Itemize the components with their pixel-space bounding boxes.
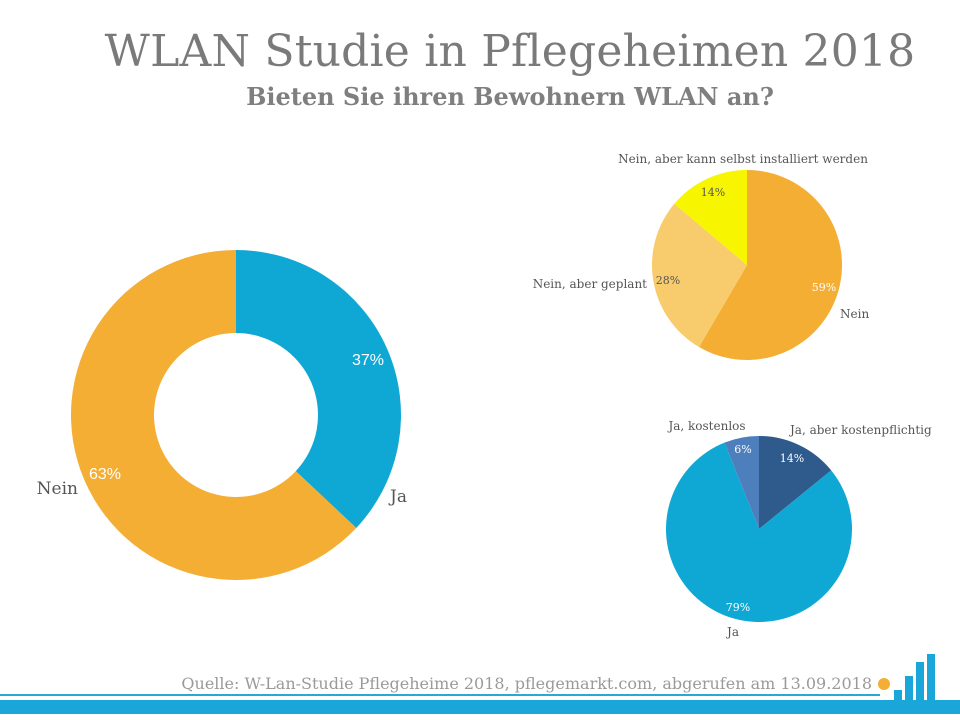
data-label-ja: 79% — [726, 601, 750, 614]
data-label-ja-aber-kostenpflichtig: 14% — [780, 452, 804, 465]
data-label-nein-aber-kann-selbst-installiert-werden: 14% — [701, 186, 725, 199]
pie-slice-ja — [236, 250, 401, 528]
category-label-nein-aber-kann-selbst-installiert-werden: Nein, aber kann selbst installiert werde… — [618, 152, 868, 166]
data-label-nein: 59% — [812, 281, 836, 294]
page-subtitle: Bieten Sie ihren Bewohnern WLAN an? — [246, 82, 774, 111]
category-label-nein-aber-geplant: Nein, aber geplant — [533, 277, 647, 291]
category-label-nein: Nein — [37, 479, 78, 499]
main-chart: 37% Ja 63% Nein — [37, 250, 407, 580]
nein-breakdown-chart: 59% Nein 28% Nein, aber geplant 14% Nein, abe… — [533, 152, 869, 361]
pie-slice-ja-aber-kostenpflichtig — [759, 436, 832, 529]
brand-logo-icon — [878, 654, 935, 714]
category-label-ja: Ja — [725, 625, 739, 639]
ja-breakdown-chart: 14% Ja, aber kostenpflichtig 79% Ja 6% Ja, ko… — [666, 419, 932, 639]
category-label-nein: Nein — [840, 307, 869, 321]
pie-slice-nein — [699, 170, 843, 361]
source-note: Quelle: W-Lan-Studie Pflegeheime 2018, p… — [181, 674, 872, 693]
data-label-nein-aber-geplant: 28% — [656, 274, 680, 287]
page-title: WLAN Studie in Pflegeheimen 2018 — [104, 26, 916, 77]
category-label-ja-aber-kostenpflichtig: Ja, aber kostenpflichtig — [788, 423, 932, 437]
category-label-ja-kostenlos: Ja, kostenlos — [666, 419, 745, 433]
data-label-ja-kostenlos: 6% — [734, 443, 751, 456]
footer-bar — [0, 700, 960, 714]
data-label-ja: 37% — [352, 352, 384, 369]
pie-slice-ja — [666, 442, 853, 622]
pie-slice-nein — [70, 250, 357, 580]
footer-divider — [0, 694, 880, 696]
pie-slice-nein-aber-geplant — [652, 203, 747, 348]
pie-slice-ja-kostenlos — [724, 436, 759, 529]
category-label-ja: Ja — [388, 487, 407, 507]
data-label-nein: 63% — [89, 466, 121, 483]
pie-slice-nein-aber-kann-selbst-installiert-werden — [674, 170, 747, 265]
